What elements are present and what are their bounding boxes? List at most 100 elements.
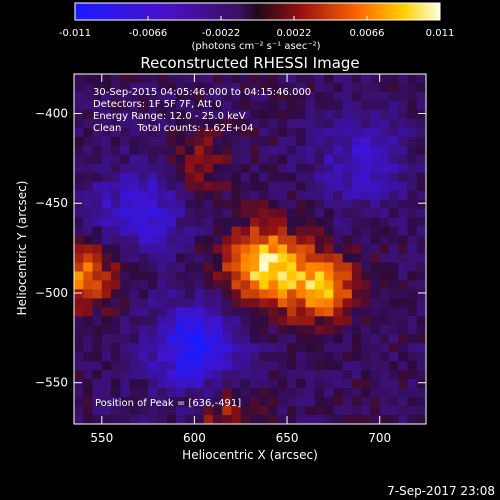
heatmap-cell	[268, 244, 279, 254]
heatmap-cell	[398, 163, 408, 174]
heatmap-cell	[92, 136, 103, 147]
heatmap-cell	[175, 145, 186, 156]
heatmap-cell	[240, 325, 251, 335]
heatmap-cell	[120, 415, 131, 424]
heatmap-cell	[268, 208, 279, 219]
heatmap-cell	[166, 163, 177, 174]
heatmap-cell	[212, 172, 223, 183]
heatmap-cell	[379, 127, 390, 138]
heatmap-cell	[138, 271, 149, 281]
heatmap-cell	[129, 199, 140, 210]
heatmap-cell	[240, 145, 251, 156]
heatmap-cell	[222, 163, 232, 174]
heatmap-cell	[129, 172, 140, 183]
heatmap-cell	[416, 181, 426, 192]
heatmap-cell	[287, 100, 297, 111]
heatmap-cell	[185, 307, 195, 317]
heatmap-cell	[166, 109, 177, 120]
heatmap-cell	[314, 280, 325, 290]
heatmap-cell	[148, 388, 158, 398]
heatmap-cell	[175, 226, 186, 237]
heatmap-cell	[138, 82, 149, 93]
heatmap-cell	[212, 74, 223, 84]
heatmap-cell	[379, 415, 390, 424]
heatmap-cell	[351, 74, 362, 84]
heatmap-cell	[259, 343, 270, 353]
heatmap-cell	[268, 271, 279, 281]
heatmap-cell	[111, 370, 121, 380]
heatmap-cell	[277, 226, 288, 237]
heatmap-cell	[185, 289, 195, 299]
heatmap-cell	[379, 271, 390, 281]
heatmap-cell	[138, 118, 149, 129]
heatmap-cell	[83, 74, 94, 84]
heatmap-cell	[379, 289, 390, 299]
heatmap-cell	[351, 145, 362, 156]
heatmap-cell	[388, 136, 399, 147]
heatmap-cell	[277, 136, 288, 147]
heatmap-cell	[351, 109, 362, 120]
heatmap-cell	[305, 244, 316, 254]
heatmap-cell	[370, 145, 381, 156]
heatmap-cell	[129, 127, 140, 138]
heatmap-cell	[416, 379, 426, 389]
heatmap-cell	[268, 118, 279, 129]
heatmap-cell	[157, 316, 168, 326]
heatmap-cell	[277, 316, 288, 326]
heatmap-cell	[240, 298, 251, 308]
heatmap-cell	[314, 253, 325, 263]
heatmap-cell	[83, 253, 94, 263]
heatmap-cell	[194, 415, 205, 424]
heatmap-cell	[416, 280, 426, 290]
heatmap-cell	[407, 289, 418, 299]
heatmap-cell	[157, 397, 168, 407]
heatmap-cell	[351, 388, 362, 398]
heatmap-cell	[259, 406, 270, 416]
heatmap-cell	[416, 307, 426, 317]
heatmap-cell	[259, 235, 270, 246]
heatmap-cell	[379, 388, 390, 398]
heatmap-cell	[314, 325, 325, 335]
heatmap-cell	[74, 82, 84, 93]
heatmap-cell	[92, 343, 103, 353]
heatmap-cell	[361, 127, 371, 138]
heatmap-cell	[277, 334, 288, 344]
heatmap-cell	[166, 226, 177, 237]
heatmap-cell	[194, 181, 205, 192]
heatmap-cell	[416, 74, 426, 84]
heatmap-cell	[148, 370, 158, 380]
heatmap-cell	[314, 127, 325, 138]
heatmap-cell	[120, 181, 131, 192]
heatmap-cell	[314, 316, 325, 326]
heatmap-cell	[185, 361, 195, 371]
heatmap-cell	[240, 208, 251, 219]
heatmap-cell	[138, 262, 149, 272]
heatmap-cell	[231, 262, 242, 272]
heatmap-cell	[148, 91, 158, 102]
heatmap-cell	[333, 154, 344, 165]
heatmap-cell	[314, 298, 325, 308]
heatmap-cell	[111, 397, 121, 407]
annotation-detectors: Detectors: 1F 5F 7F, Att 0	[93, 99, 221, 110]
heatmap-cell	[407, 172, 418, 183]
heatmap-cell	[194, 397, 205, 407]
heatmap-cell	[157, 280, 168, 290]
heatmap-cell	[287, 127, 297, 138]
heatmap-cell	[314, 109, 325, 120]
y-tick-label: −400	[35, 106, 68, 120]
heatmap-cell	[166, 280, 177, 290]
heatmap-cell	[416, 298, 426, 308]
heatmap-cell	[388, 352, 399, 362]
heatmap-cell	[148, 361, 158, 371]
heatmap-cell	[101, 199, 112, 210]
heatmap-cell	[250, 379, 260, 389]
heatmap-cell	[296, 154, 307, 165]
heatmap-cell	[314, 217, 325, 228]
heatmap-cell	[148, 352, 158, 362]
heatmap-cell	[296, 271, 307, 281]
heatmap-cell	[277, 352, 288, 362]
heatmap-cell	[194, 370, 205, 380]
heatmap-cell	[268, 388, 279, 398]
heatmap-cell	[222, 82, 232, 93]
heatmap-cell	[129, 280, 140, 290]
